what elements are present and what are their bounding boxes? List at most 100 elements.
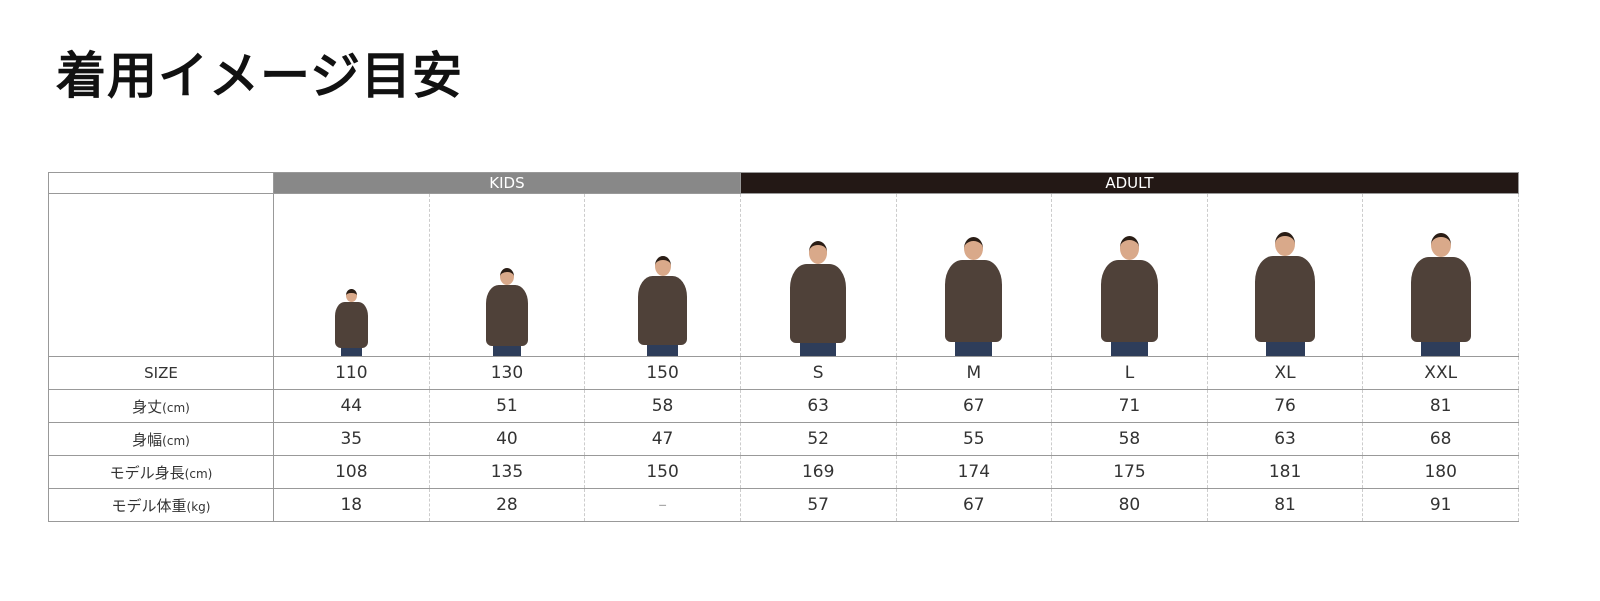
table-cell: 55 xyxy=(895,422,1053,456)
model-figure xyxy=(1100,236,1159,356)
model-photo-cell xyxy=(428,193,586,357)
table-row: 身幅(cm) 35 40 47 52 55 58 63 68 xyxy=(48,422,1519,456)
hoodie xyxy=(945,260,1003,343)
table-row: 身丈(cm) 44 51 58 63 67 71 76 81 xyxy=(48,389,1519,423)
model-figure xyxy=(790,241,846,356)
table-cell: L xyxy=(1051,356,1208,390)
model-figure xyxy=(638,255,687,356)
row-label-text: モデル体重 xyxy=(111,496,187,515)
table-cell: – xyxy=(584,488,741,522)
row-label-unit: (cm) xyxy=(162,433,190,448)
table-cell: 180 xyxy=(1362,455,1519,489)
model-photo-row xyxy=(48,193,1519,357)
row-label: モデル身長(cm) xyxy=(48,455,274,489)
empty-photo-label xyxy=(48,193,274,357)
row-label: 身丈(cm) xyxy=(48,389,274,423)
table-cell: 181 xyxy=(1206,455,1364,489)
hoodie xyxy=(485,284,529,346)
hoodie xyxy=(1100,259,1159,343)
model-head xyxy=(1119,236,1140,260)
table-cell: 76 xyxy=(1206,389,1364,423)
table-cell: 58 xyxy=(1051,422,1208,456)
page-title: 着用イメージ目安 xyxy=(56,47,463,105)
row-label: 身幅(cm) xyxy=(48,422,274,456)
table-cell: 51 xyxy=(428,389,586,423)
table-cell: 28 xyxy=(428,488,586,522)
model-photo-cell xyxy=(739,193,897,357)
hoodie xyxy=(335,301,368,349)
table-cell: 80 xyxy=(1051,488,1208,522)
table-cell: 40 xyxy=(428,422,586,456)
model-head xyxy=(964,237,984,261)
row-label-text: 身丈 xyxy=(132,397,163,416)
size-chart-table: KIDS ADULT SIZE 110 130 150 S M L XL XXL 身丈(cm) 44… xyxy=(48,172,1520,522)
row-label-text: SIZE xyxy=(144,364,178,382)
model-head xyxy=(808,241,828,264)
table-cell: 58 xyxy=(584,389,741,423)
adult-header: ADULT xyxy=(739,172,1520,194)
table-cell: 130 xyxy=(428,356,586,390)
model-photo-cell xyxy=(1206,193,1364,357)
table-row: モデル体重(kg) 18 28–57 67 80 81 91 xyxy=(48,488,1519,522)
table-cell: 67 xyxy=(895,488,1053,522)
model-head xyxy=(345,288,357,302)
model-figure xyxy=(485,267,529,356)
table-cell: 169 xyxy=(739,455,897,489)
jeans xyxy=(955,342,993,356)
table-cell: M xyxy=(895,356,1053,390)
table-cell: 44 xyxy=(273,389,430,423)
table-cell: XL xyxy=(1206,356,1364,390)
table-cell: 81 xyxy=(1206,488,1364,522)
table-cell: 110 xyxy=(273,356,430,390)
hoodie xyxy=(1410,256,1471,342)
model-head xyxy=(654,255,671,276)
table-cell: 47 xyxy=(584,422,741,456)
model-photo-cell xyxy=(895,193,1053,357)
row-label-unit: (cm) xyxy=(162,400,190,415)
table-cell: 18 xyxy=(273,488,430,522)
model-head xyxy=(1430,232,1451,257)
hoodie xyxy=(790,263,846,343)
row-label: モデル体重(kg) xyxy=(48,488,274,522)
model-figure xyxy=(335,288,368,356)
table-cell: 175 xyxy=(1051,455,1208,489)
jeans xyxy=(1110,342,1149,356)
table-cell: 63 xyxy=(1206,422,1364,456)
table-cell: 71 xyxy=(1051,389,1208,423)
jeans xyxy=(1265,341,1305,356)
row-label-text: 身幅 xyxy=(132,430,163,449)
jeans xyxy=(1421,341,1461,356)
row-label: SIZE xyxy=(48,356,274,390)
model-figure xyxy=(1410,232,1471,356)
row-label-unit: (cm) xyxy=(184,466,213,481)
table-cell: 81 xyxy=(1362,389,1519,423)
hoodie xyxy=(1255,255,1316,342)
model-photo-cell xyxy=(584,193,741,357)
row-label-unit: (kg) xyxy=(186,499,211,514)
group-header-row: KIDS ADULT xyxy=(48,172,1520,194)
hoodie xyxy=(638,275,687,345)
table-cell: XXL xyxy=(1362,356,1519,390)
table-cell: 67 xyxy=(895,389,1053,423)
table-row: モデル身長(cm) 108 135 150 169 174 175 181 180 xyxy=(48,455,1519,489)
jeans xyxy=(800,342,837,356)
table-cell: 68 xyxy=(1362,422,1519,456)
table-cell: 91 xyxy=(1362,488,1519,522)
model-photo-cell xyxy=(273,193,430,357)
table-cell: 63 xyxy=(739,389,897,423)
table-cell: 174 xyxy=(895,455,1053,489)
empty-corner xyxy=(48,172,274,194)
jeans xyxy=(646,344,679,356)
model-photo-cell xyxy=(1051,193,1208,357)
table-cell: 135 xyxy=(428,455,586,489)
table-cell: S xyxy=(739,356,897,390)
table-cell: 150 xyxy=(584,356,741,390)
model-figure xyxy=(1255,231,1316,356)
model-head xyxy=(1275,231,1296,256)
table-cell: 35 xyxy=(273,422,430,456)
model-figure xyxy=(945,237,1003,356)
table-row: SIZE 110 130 150 S M L XL XXL xyxy=(48,356,1519,390)
jeans xyxy=(493,345,521,356)
kids-header: KIDS xyxy=(273,172,741,194)
row-label-text: モデル身長 xyxy=(109,463,185,482)
